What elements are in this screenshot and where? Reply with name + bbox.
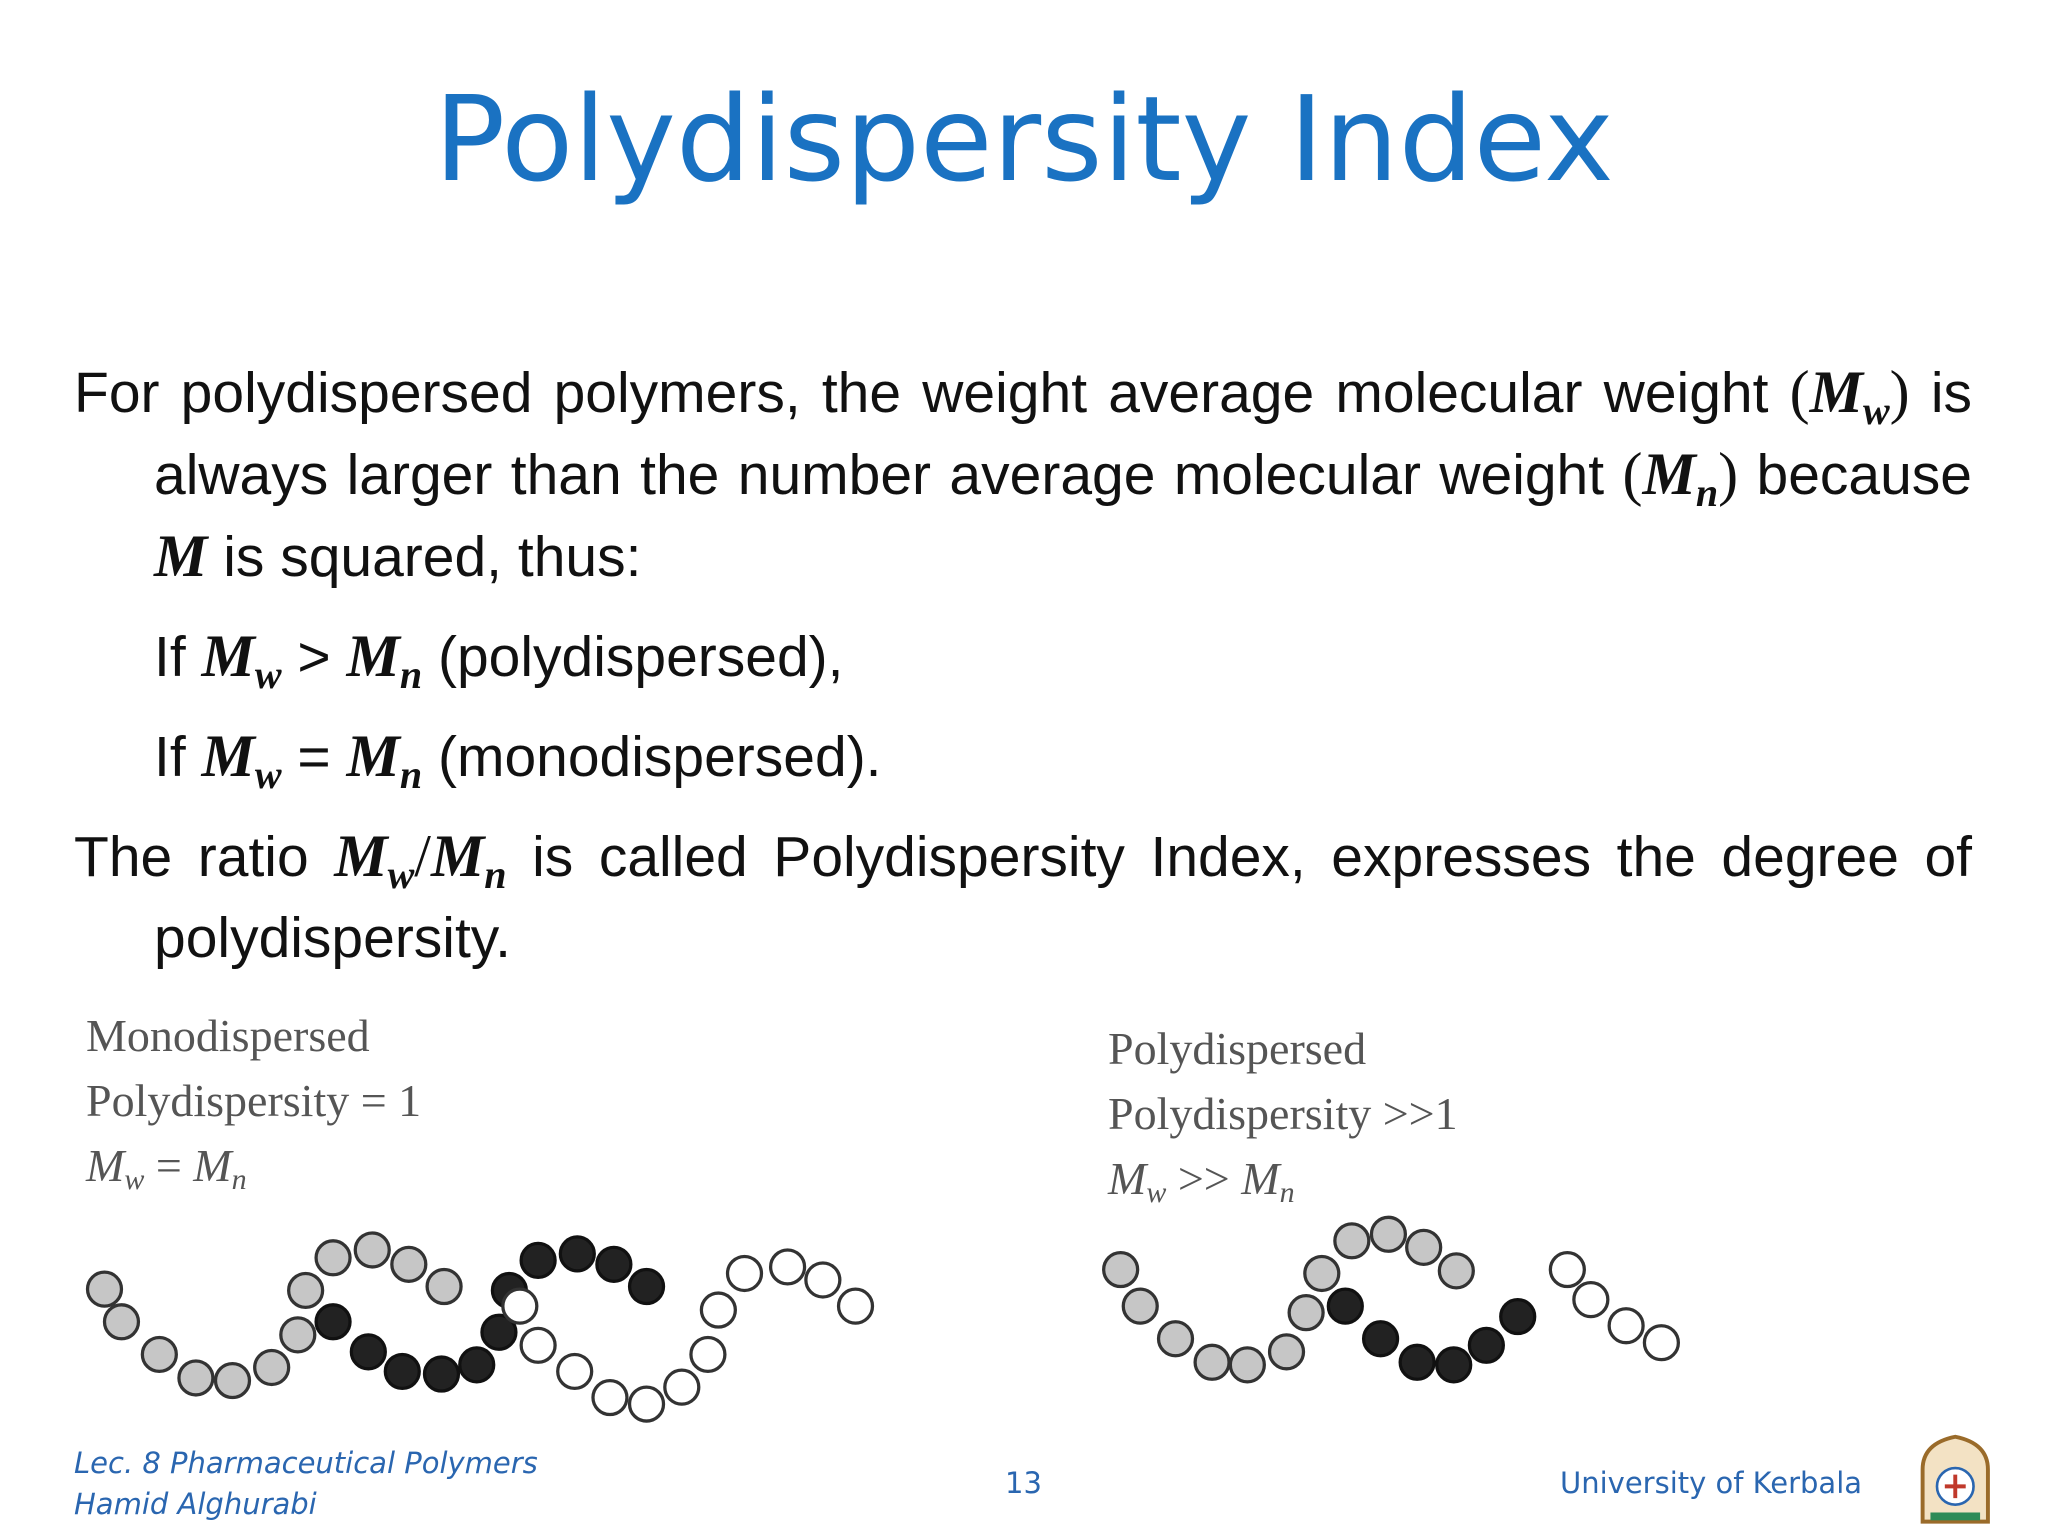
gray-chain: [85, 1215, 1475, 1400]
figure-label: Monodispersed Polydispersity = 1 Mw = Mn: [86, 1003, 421, 1198]
text-run: (polydispersed),: [422, 625, 844, 689]
math-base: M: [1642, 441, 1696, 507]
math-symbol: Mn: [1241, 1153, 1294, 1208]
math-subscript: n: [231, 1163, 247, 1196]
math-base: M: [1809, 359, 1863, 425]
figure-line: Polydispersed: [1108, 1016, 1458, 1081]
text-run: For polydispersed polymers, the weight a…: [74, 361, 1790, 425]
math-symbol: Mn: [430, 823, 507, 895]
math-subscript: n: [1695, 470, 1719, 515]
math-subscript: n: [399, 652, 423, 697]
math-base: M: [201, 623, 255, 689]
text-run: (monodispersed).: [422, 725, 882, 789]
math-symbol: (: [1790, 359, 1810, 425]
math-subscript: w: [254, 752, 282, 797]
math-symbol: Mn: [193, 1140, 246, 1195]
figure-line: Polydispersity >>1: [1108, 1081, 1458, 1146]
footer-course: Lec. 8 Pharmaceutical Polymers: [74, 1446, 538, 1480]
text-run: The ratio: [74, 825, 335, 889]
paragraph: If Mw > Mn (polydispersed),: [74, 616, 1972, 698]
text-run: If: [154, 625, 202, 689]
math-base: M: [346, 723, 400, 789]
text-run: Monodispersed: [86, 1010, 370, 1061]
math-symbol: Mn: [346, 623, 423, 695]
text-run: >: [281, 625, 347, 689]
text-run: is called Polydispersity Index, expresse…: [154, 825, 1973, 970]
text-run: is squared, thus:: [207, 525, 642, 589]
math-base: /: [414, 823, 431, 889]
math-symbol: (: [1623, 441, 1643, 507]
text-run: Polydispersity >>1: [1108, 1088, 1458, 1139]
figure-label: Polydispersed Polydispersity >>1 Mw >> Mn: [1108, 1016, 1458, 1211]
math-subscript: w: [254, 652, 282, 697]
text-run: is always larger than the number average…: [154, 361, 1972, 507]
math-base: M: [1108, 1153, 1147, 1204]
math-subscript: w: [387, 852, 415, 897]
math-base: M: [430, 823, 485, 889]
math-symbol: Mw: [1108, 1153, 1166, 1208]
math-base: M: [346, 623, 400, 689]
page-number: 13: [1005, 1466, 1042, 1500]
math-symbol: Mn: [346, 723, 423, 795]
math-base: M: [86, 1140, 125, 1191]
white-chain: [501, 1248, 1680, 1423]
math-subscript: w: [124, 1163, 145, 1196]
text-run: Polydispersed: [1108, 1023, 1367, 1074]
figure-line: Polydispersity = 1: [86, 1068, 421, 1133]
math-symbol: /: [414, 823, 431, 889]
math-base: ): [1889, 359, 1910, 425]
text-run: because: [1738, 443, 1973, 507]
footer-university: University of Kerbala: [1560, 1466, 1863, 1500]
math-base: ): [1718, 441, 1739, 507]
math-subscript: w: [1146, 1176, 1167, 1209]
text-run: Polydispersity = 1: [86, 1075, 422, 1126]
footer-author: Hamid Alghurabi: [74, 1487, 317, 1521]
math-base: M: [193, 1140, 232, 1191]
math-subscript: w: [1862, 388, 1890, 433]
math-symbol: M: [154, 523, 207, 589]
paragraph: The ratio Mw/Mn is called Polydispersity…: [74, 816, 1972, 979]
math-symbol: Mw: [201, 723, 282, 795]
math-base: M: [1241, 1153, 1280, 1204]
math-symbol: ): [1718, 441, 1738, 507]
figure-line: Mw >> Mn: [1108, 1146, 1458, 1211]
text-run: If: [154, 725, 202, 789]
paragraph: For polydispersed polymers, the weight a…: [74, 352, 1972, 598]
university-logo: [1920, 1434, 1990, 1524]
math-base: M: [201, 723, 255, 789]
figure-line: Mw = Mn: [86, 1133, 421, 1198]
paragraph: If Mw = Mn (monodispersed).: [74, 716, 1972, 798]
figure-line: Monodispersed: [86, 1003, 421, 1068]
math-symbol: Mw: [1809, 359, 1890, 431]
math-symbol: Mn: [1642, 441, 1719, 513]
math-base: M: [154, 523, 208, 589]
math-symbol: Mw: [334, 823, 414, 895]
black-chain: [314, 1235, 1537, 1393]
slide-body: For polydispersed polymers, the weight a…: [74, 352, 1972, 979]
math-subscript: n: [399, 752, 423, 797]
math-base: M: [334, 823, 388, 889]
math-subscript: n: [484, 852, 507, 897]
math-symbol: ): [1890, 359, 1910, 425]
text-run: >>: [1166, 1153, 1242, 1204]
math-base: (: [1622, 441, 1643, 507]
text-run: =: [144, 1140, 194, 1191]
math-symbol: Mw: [201, 623, 282, 695]
math-subscript: n: [1279, 1176, 1295, 1209]
slide-title: Polydispersity Index: [434, 70, 1614, 208]
text-run: =: [281, 725, 347, 789]
math-base: (: [1789, 359, 1810, 425]
math-symbol: Mw: [86, 1140, 144, 1195]
